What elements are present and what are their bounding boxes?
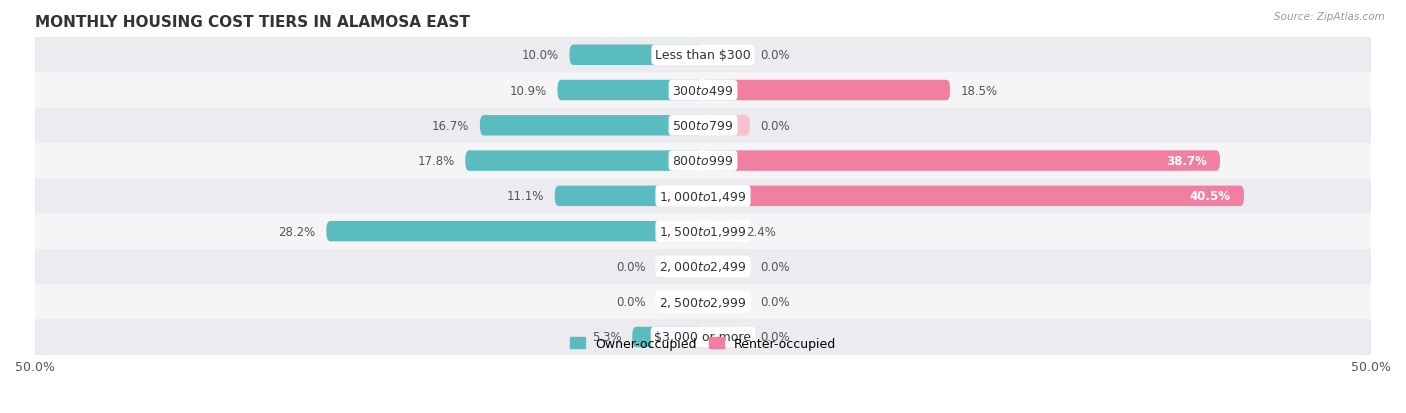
Text: 0.0%: 0.0%	[761, 119, 790, 133]
Text: 28.2%: 28.2%	[278, 225, 315, 238]
Text: 0.0%: 0.0%	[616, 260, 645, 273]
Text: 5.3%: 5.3%	[592, 331, 621, 344]
Text: MONTHLY HOUSING COST TIERS IN ALAMOSA EAST: MONTHLY HOUSING COST TIERS IN ALAMOSA EA…	[35, 15, 470, 30]
Text: 0.0%: 0.0%	[761, 49, 790, 62]
Text: $1,500 to $1,999: $1,500 to $1,999	[659, 225, 747, 239]
FancyBboxPatch shape	[703, 186, 1244, 206]
Bar	[35, 108, 1371, 144]
Bar	[35, 179, 1371, 214]
Text: 10.9%: 10.9%	[509, 84, 547, 97]
FancyBboxPatch shape	[465, 151, 703, 171]
Bar	[35, 144, 1371, 179]
Text: 0.0%: 0.0%	[616, 295, 645, 309]
FancyBboxPatch shape	[703, 45, 749, 66]
Text: 40.5%: 40.5%	[1189, 190, 1230, 203]
FancyBboxPatch shape	[657, 256, 703, 277]
Bar	[35, 38, 1371, 73]
FancyBboxPatch shape	[633, 327, 703, 347]
Bar	[35, 249, 1371, 285]
FancyBboxPatch shape	[569, 45, 703, 66]
Text: 38.7%: 38.7%	[1166, 155, 1206, 168]
FancyBboxPatch shape	[703, 221, 735, 242]
Text: 16.7%: 16.7%	[432, 119, 470, 133]
Text: 0.0%: 0.0%	[761, 331, 790, 344]
Text: $2,500 to $2,999: $2,500 to $2,999	[659, 295, 747, 309]
FancyBboxPatch shape	[703, 327, 749, 347]
Text: $3,000 or more: $3,000 or more	[655, 331, 751, 344]
FancyBboxPatch shape	[703, 292, 749, 312]
Bar	[35, 73, 1371, 108]
FancyBboxPatch shape	[555, 186, 703, 206]
Text: Less than $300: Less than $300	[655, 49, 751, 62]
FancyBboxPatch shape	[479, 116, 703, 136]
Text: Source: ZipAtlas.com: Source: ZipAtlas.com	[1274, 12, 1385, 22]
Text: $800 to $999: $800 to $999	[672, 155, 734, 168]
Legend: Owner-occupied, Renter-occupied: Owner-occupied, Renter-occupied	[565, 332, 841, 355]
FancyBboxPatch shape	[657, 292, 703, 312]
FancyBboxPatch shape	[326, 221, 703, 242]
Text: 11.1%: 11.1%	[506, 190, 544, 203]
Text: $2,000 to $2,499: $2,000 to $2,499	[659, 260, 747, 274]
Text: $1,000 to $1,499: $1,000 to $1,499	[659, 190, 747, 203]
Text: 10.0%: 10.0%	[522, 49, 558, 62]
FancyBboxPatch shape	[703, 151, 1220, 171]
FancyBboxPatch shape	[703, 256, 749, 277]
Text: 0.0%: 0.0%	[761, 295, 790, 309]
Text: $300 to $499: $300 to $499	[672, 84, 734, 97]
Text: 2.4%: 2.4%	[745, 225, 776, 238]
FancyBboxPatch shape	[703, 116, 749, 136]
Text: 18.5%: 18.5%	[960, 84, 998, 97]
Text: 17.8%: 17.8%	[418, 155, 454, 168]
FancyBboxPatch shape	[557, 81, 703, 101]
Text: $500 to $799: $500 to $799	[672, 119, 734, 133]
Bar	[35, 214, 1371, 249]
Text: 0.0%: 0.0%	[761, 260, 790, 273]
Bar	[35, 285, 1371, 320]
Bar	[35, 320, 1371, 355]
FancyBboxPatch shape	[703, 81, 950, 101]
